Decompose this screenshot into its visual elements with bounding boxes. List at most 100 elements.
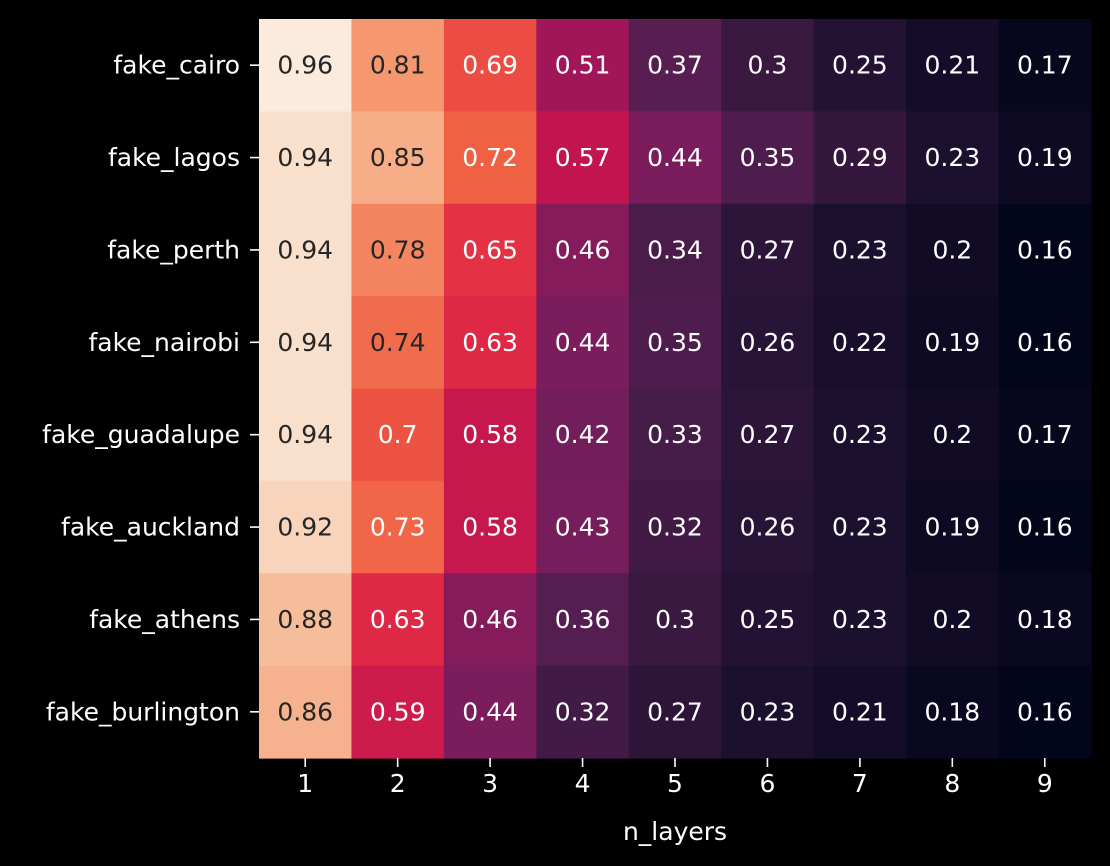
cell-value-label: 0.44: [647, 143, 703, 172]
heatmap-cell: [813, 19, 907, 112]
heatmap-cell: [536, 111, 630, 205]
cell-value-label: 0.69: [462, 51, 518, 80]
heatmap-cell: [906, 203, 1000, 297]
cell-value-label: 0.94: [277, 235, 333, 264]
x-tick-label: 5: [667, 769, 683, 798]
x-tick-label: 4: [575, 769, 591, 798]
cell-value-label: 0.88: [277, 605, 333, 634]
heatmap-cell: [721, 203, 815, 297]
cell-value-label: 0.73: [370, 513, 426, 542]
heatmap-cell: [628, 480, 722, 574]
cell-value-label: 0.16: [1017, 697, 1073, 726]
cell-value-label: 0.21: [832, 697, 888, 726]
y-axis: fake_cairo fake_lagos fake_perth fake_nairo…: [42, 51, 259, 726]
cell-value-label: 0.23: [832, 235, 888, 264]
cell-value-label: 0.63: [462, 328, 518, 357]
cell-value-label: 0.94: [277, 143, 333, 172]
heatmap-cell: [259, 203, 353, 297]
heatmap-cell: [628, 203, 722, 297]
cell-value-label: 0.19: [924, 328, 980, 357]
cell-value-label: 0.25: [740, 605, 796, 634]
y-tick-label: fake_cairo: [113, 51, 240, 80]
heatmap-cell: [351, 665, 445, 759]
cell-value-label: 0.58: [462, 513, 518, 542]
heatmap-cell: [813, 203, 907, 297]
heatmap-cell: [443, 19, 537, 112]
heatmap-cell: [351, 19, 445, 112]
heatmap-cell: [628, 19, 722, 112]
cell-value-label: 0.2: [932, 605, 972, 634]
heatmap-cell: [536, 665, 630, 759]
heatmap-cell: [721, 111, 815, 205]
heatmap-cell: [721, 19, 815, 112]
heatmap-cell: [259, 296, 353, 390]
heatmap-cell: [906, 480, 1000, 574]
cell-value-label: 0.36: [555, 605, 611, 634]
cell-value-label: 0.65: [462, 235, 518, 264]
x-axis-label: n_layers: [623, 817, 727, 846]
cell-value-label: 0.7: [378, 420, 418, 449]
heatmap-cell: [443, 665, 537, 759]
heatmap-cell: [906, 388, 1000, 482]
y-tick-label: fake_guadalupe: [42, 420, 240, 449]
y-tick-label: fake_lagos: [108, 143, 240, 172]
heatmap-cell: [998, 665, 1092, 759]
cell-value-label: 0.35: [740, 143, 796, 172]
heatmap-cell: [721, 573, 815, 667]
heatmap-cell: [259, 19, 353, 112]
heatmap-cell: [721, 388, 815, 482]
x-tick-label: 7: [852, 769, 868, 798]
cell-value-label: 0.81: [370, 51, 426, 80]
heatmap-cell: [998, 111, 1092, 205]
cell-value-label: 0.23: [832, 605, 888, 634]
cell-value-label: 0.2: [932, 235, 972, 264]
heatmap-cell: [906, 19, 1000, 112]
cell-value-label: 0.27: [740, 420, 796, 449]
y-tick-label: fake_nairobi: [88, 328, 240, 357]
heatmap-cell: [813, 573, 907, 667]
heatmap-cell: [998, 388, 1092, 482]
cell-value-label: 0.35: [647, 328, 703, 357]
heatmap-cell: [443, 296, 537, 390]
heatmap-cell: [628, 296, 722, 390]
cell-value-label: 0.72: [462, 143, 518, 172]
cell-value-label: 0.19: [1017, 143, 1073, 172]
heatmap-cell: [536, 203, 630, 297]
heatmap-cell: [443, 203, 537, 297]
x-tick-label: 6: [759, 769, 775, 798]
cell-value-label: 0.27: [740, 235, 796, 264]
heatmap-cell: [998, 296, 1092, 390]
cell-value-label: 0.42: [555, 420, 611, 449]
x-tick-label: 9: [1037, 769, 1053, 798]
heatmap-cell: [536, 296, 630, 390]
heatmap-cell: [351, 203, 445, 297]
heatmap-cell: [259, 480, 353, 574]
heatmap-cell: [351, 111, 445, 205]
cell-value-label: 0.33: [647, 420, 703, 449]
cell-value-label: 0.23: [832, 513, 888, 542]
heatmap-cell: [351, 573, 445, 667]
heatmap-cells: [259, 19, 1092, 759]
cell-value-label: 0.29: [832, 143, 888, 172]
heatmap-cell: [259, 573, 353, 667]
cell-value-label: 0.43: [555, 513, 611, 542]
heatmap-cell: [998, 203, 1092, 297]
cell-value-label: 0.85: [370, 143, 426, 172]
heatmap-cell: [628, 111, 722, 205]
heatmap-cell: [906, 296, 1000, 390]
heatmap-cell: [813, 665, 907, 759]
heatmap-cell: [628, 665, 722, 759]
x-axis: 1 2 3 4 5 6 7 8 9: [297, 758, 1053, 798]
x-tick-label: 8: [944, 769, 960, 798]
y-tick-label: fake_auckland: [61, 513, 240, 542]
cell-value-label: 0.23: [832, 420, 888, 449]
heatmap-cell: [813, 296, 907, 390]
cell-value-label: 0.92: [277, 513, 333, 542]
cell-value-label: 0.26: [740, 513, 796, 542]
x-tick-label: 1: [297, 769, 313, 798]
heatmap-cell: [906, 665, 1000, 759]
cell-value-label: 0.37: [647, 51, 703, 80]
heatmap-cell: [351, 480, 445, 574]
cell-value-label: 0.17: [1017, 51, 1073, 80]
cell-value-label: 0.27: [647, 697, 703, 726]
